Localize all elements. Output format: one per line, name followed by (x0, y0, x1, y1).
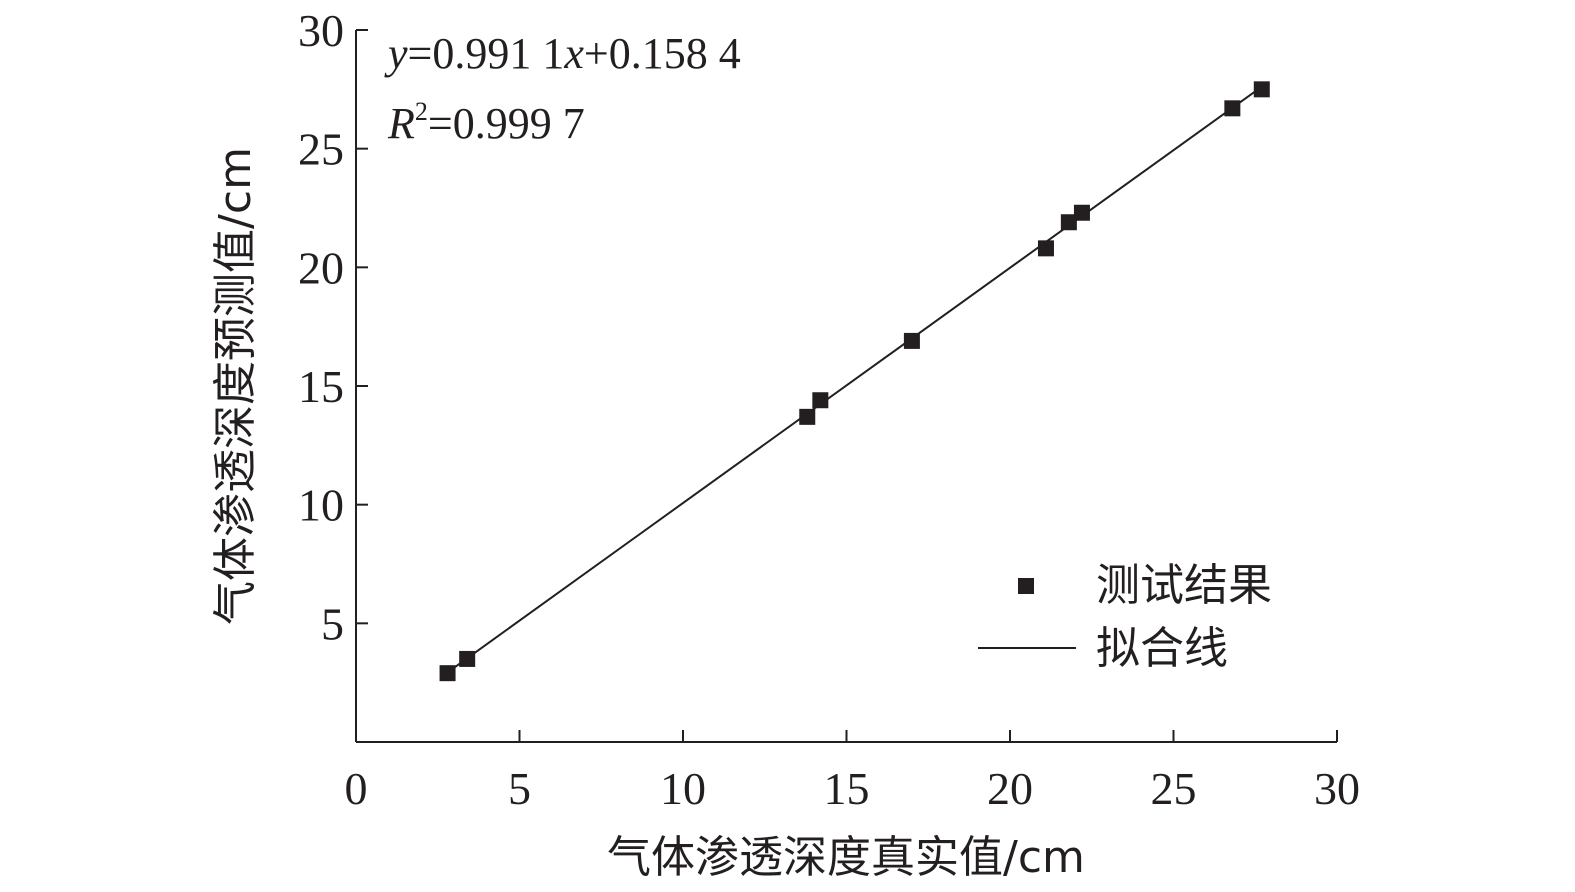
x-tick-label: 20 (987, 763, 1033, 814)
x-tick-label: 25 (1151, 763, 1197, 814)
legend: 测试结果 拟合线 (978, 560, 1272, 674)
fit-line (446, 85, 1263, 674)
equation-mid: =0.991 1 (408, 29, 565, 78)
y-tick-label: 5 (321, 598, 344, 649)
x-tick-label: 30 (1314, 763, 1360, 814)
r-squared-annotation: R2=0.999 7 (387, 97, 585, 148)
y-tick-label: 15 (298, 361, 344, 412)
equation-annotation: y=0.991 1x+0.158 4 (384, 29, 741, 78)
x-tick-label: 5 (508, 763, 531, 814)
equation-y-var: y (384, 29, 408, 78)
r-squared-value: =0.999 7 (428, 99, 585, 148)
y-tick-label: 20 (298, 242, 344, 293)
x-tick-label: 10 (660, 763, 706, 814)
y-tick-label: 10 (298, 480, 344, 531)
x-axis-ticks: 0 5 10 15 20 25 30 (345, 730, 1360, 814)
y-tick-label: 30 (298, 5, 344, 56)
r-squared-var: R (387, 99, 415, 148)
y-axis-title: 气体渗透深度预测值/cm (210, 147, 261, 625)
data-point (1073, 204, 1090, 221)
x-tick-label: 0 (345, 763, 368, 814)
data-point (1253, 81, 1270, 98)
data-point (1037, 240, 1054, 257)
fit-line-layer (446, 85, 1263, 674)
data-point (1224, 100, 1241, 117)
x-axis-title: 气体渗透深度真实值/cm (607, 832, 1085, 883)
data-points-layer (439, 81, 1270, 682)
legend-label-fit-line: 拟合线 (1096, 623, 1228, 674)
legend-label-test-results: 测试结果 (1096, 560, 1272, 611)
equation-end: +0.158 4 (584, 29, 741, 78)
equation-x-var: x (563, 29, 584, 78)
data-point (903, 332, 920, 349)
x-tick-label: 15 (824, 763, 870, 814)
data-point (1060, 214, 1077, 231)
data-point (459, 650, 476, 667)
legend-marker-square (1018, 578, 1034, 594)
r-squared-sup: 2 (415, 97, 428, 126)
y-axis-ticks: 5 10 15 20 25 30 (298, 5, 368, 649)
y-tick-label: 25 (298, 124, 344, 175)
data-point (799, 408, 816, 425)
data-point (439, 665, 456, 682)
data-point (812, 392, 829, 409)
